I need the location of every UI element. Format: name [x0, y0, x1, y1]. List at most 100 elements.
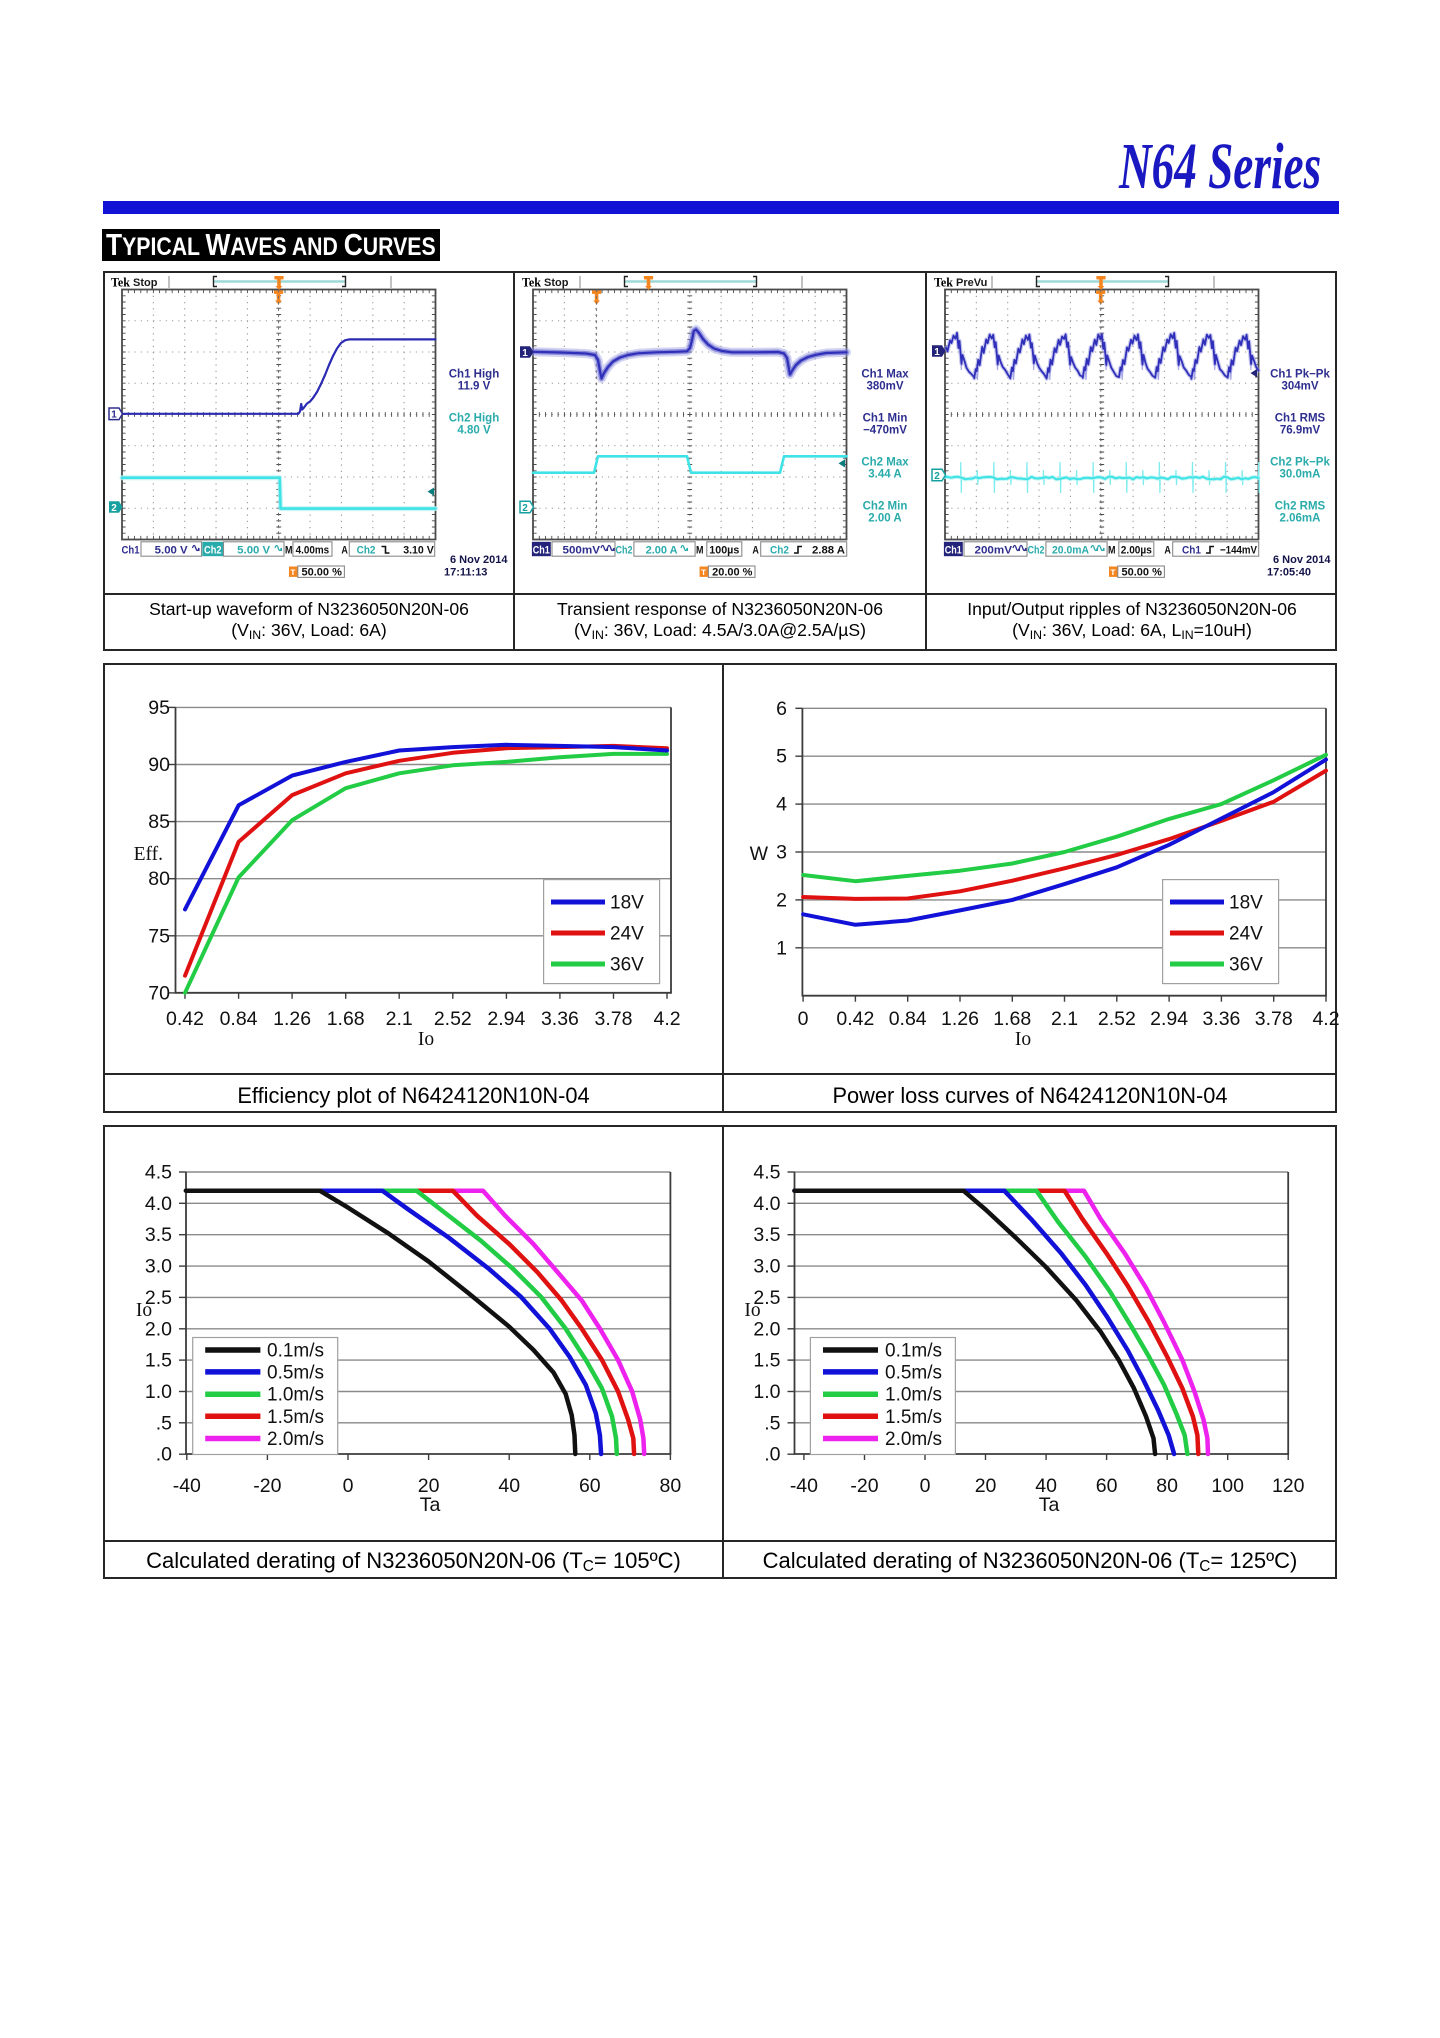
- svg-text:2: 2: [522, 503, 528, 514]
- svg-text:Tek: Tek: [522, 276, 541, 290]
- svg-text:0: 0: [920, 1475, 931, 1497]
- svg-text:95: 95: [148, 697, 170, 719]
- svg-text:Ch1 Pk−Pk: Ch1 Pk−Pk: [1270, 369, 1330, 381]
- svg-text:A: A: [341, 544, 348, 556]
- svg-text:75: 75: [148, 925, 170, 947]
- svg-text:Io: Io: [418, 1029, 434, 1050]
- svg-text:4.80 V: 4.80 V: [457, 425, 491, 437]
- svg-text:60: 60: [1096, 1475, 1118, 1497]
- svg-text:4.0: 4.0: [753, 1193, 780, 1215]
- svg-text:3: 3: [776, 842, 787, 864]
- svg-text:70: 70: [148, 982, 170, 1004]
- svg-text:5.00 V: 5.00 V: [237, 544, 271, 556]
- svg-text:4.2: 4.2: [1312, 1008, 1339, 1030]
- svg-text:5: 5: [776, 746, 787, 768]
- svg-text:M: M: [1108, 544, 1116, 556]
- svg-text:3.10 V: 3.10 V: [403, 544, 434, 556]
- svg-text:3.5: 3.5: [753, 1224, 780, 1246]
- svg-text:2.94: 2.94: [1150, 1008, 1188, 1030]
- svg-text:2.5: 2.5: [145, 1287, 172, 1309]
- svg-text:2.88 A: 2.88 A: [812, 544, 845, 556]
- svg-text:0.5m/s: 0.5m/s: [885, 1362, 942, 1383]
- svg-text:1.26: 1.26: [273, 1008, 311, 1030]
- svg-text:-40: -40: [790, 1475, 818, 1497]
- svg-text:1: 1: [522, 348, 528, 359]
- svg-text:Ch2: Ch2: [1028, 544, 1045, 556]
- svg-text:2.00 A: 2.00 A: [646, 544, 678, 556]
- svg-text:80: 80: [1156, 1475, 1178, 1497]
- svg-text:−144mV: −144mV: [1220, 544, 1257, 556]
- svg-text:3.78: 3.78: [1255, 1008, 1293, 1030]
- svg-text:M: M: [696, 544, 704, 556]
- svg-text:2: 2: [111, 503, 117, 514]
- svg-text:1.26: 1.26: [941, 1008, 979, 1030]
- svg-text:100: 100: [1211, 1475, 1244, 1497]
- svg-text:3.5: 3.5: [145, 1224, 172, 1246]
- svg-text:120: 120: [1272, 1475, 1305, 1497]
- svg-text:M: M: [285, 544, 293, 556]
- svg-text:3.36: 3.36: [541, 1008, 579, 1030]
- svg-text:Ch2 High: Ch2 High: [449, 413, 499, 425]
- svg-text:Ch1 Max: Ch1 Max: [861, 369, 909, 381]
- svg-text:6 Nov 2014: 6 Nov 2014: [450, 554, 508, 566]
- svg-text:2.0m/s: 2.0m/s: [885, 1429, 942, 1450]
- svg-text:2.0: 2.0: [753, 1318, 780, 1340]
- svg-text:2.1: 2.1: [386, 1008, 413, 1030]
- svg-text:Ch2 Pk−Pk: Ch2 Pk−Pk: [1270, 457, 1330, 469]
- svg-text:0.42: 0.42: [836, 1008, 874, 1030]
- svg-text:2.00µs: 2.00µs: [1121, 544, 1152, 556]
- svg-text:Stop: Stop: [133, 277, 158, 289]
- svg-text:1: 1: [111, 410, 117, 421]
- svg-text:50.00 %: 50.00 %: [302, 567, 343, 579]
- svg-text:A: A: [1164, 544, 1171, 556]
- svg-text:4.2: 4.2: [653, 1008, 680, 1030]
- svg-text:1.0: 1.0: [145, 1381, 172, 1403]
- svg-text:20: 20: [975, 1475, 997, 1497]
- svg-text:40: 40: [498, 1475, 520, 1497]
- svg-text:T: T: [290, 568, 295, 578]
- svg-text:1.68: 1.68: [327, 1008, 365, 1030]
- svg-text:A: A: [752, 544, 759, 556]
- svg-text:2.52: 2.52: [1098, 1008, 1136, 1030]
- svg-text:.0: .0: [764, 1444, 780, 1466]
- svg-text:3.78: 3.78: [595, 1008, 633, 1030]
- svg-text:40: 40: [1035, 1475, 1057, 1497]
- svg-text:11.9 V: 11.9 V: [458, 381, 491, 393]
- svg-text:2.5: 2.5: [753, 1287, 780, 1309]
- svg-text:-20: -20: [253, 1475, 281, 1497]
- svg-text:4.5: 4.5: [145, 1162, 172, 1184]
- svg-text:Tek: Tek: [934, 276, 953, 290]
- svg-text:Ch2: Ch2: [616, 544, 633, 556]
- svg-text:Ch2: Ch2: [204, 544, 222, 556]
- svg-text:80: 80: [660, 1475, 682, 1497]
- svg-text:T: T: [1110, 568, 1115, 578]
- svg-text:Ch1: Ch1: [945, 544, 962, 556]
- svg-text:Ch2 Max: Ch2 Max: [861, 457, 909, 469]
- svg-text:Ch1: Ch1: [1182, 544, 1201, 556]
- svg-text:2: 2: [776, 889, 787, 911]
- svg-text:1.5m/s: 1.5m/s: [885, 1407, 942, 1428]
- svg-text:.5: .5: [764, 1412, 780, 1434]
- svg-text:17:11:13: 17:11:13: [444, 566, 487, 578]
- svg-text:24V: 24V: [610, 924, 644, 945]
- svg-text:100µs: 100µs: [709, 544, 739, 556]
- svg-text:Ta: Ta: [1039, 1494, 1060, 1516]
- svg-text:36V: 36V: [1229, 955, 1263, 976]
- svg-text:36V: 36V: [610, 955, 644, 976]
- svg-text:1: 1: [776, 937, 787, 959]
- svg-text:PreVu: PreVu: [956, 277, 987, 289]
- svg-text:T: T: [701, 568, 706, 578]
- svg-text:4.5: 4.5: [753, 1162, 780, 1184]
- svg-text:Ch2: Ch2: [357, 544, 376, 556]
- svg-text:24V: 24V: [1229, 924, 1263, 945]
- svg-text:200mV: 200mV: [975, 544, 1013, 556]
- svg-text:Io: Io: [1015, 1029, 1031, 1050]
- svg-text:.0: .0: [156, 1444, 172, 1466]
- svg-text:0.84: 0.84: [889, 1008, 927, 1030]
- svg-text:380mV: 380mV: [866, 381, 903, 393]
- svg-text:Ch1 Min: Ch1 Min: [863, 413, 908, 425]
- svg-text:Ch2 Min: Ch2 Min: [863, 501, 908, 513]
- svg-text:0: 0: [343, 1475, 354, 1497]
- svg-text:3.0: 3.0: [145, 1256, 172, 1278]
- svg-text:18V: 18V: [610, 893, 644, 914]
